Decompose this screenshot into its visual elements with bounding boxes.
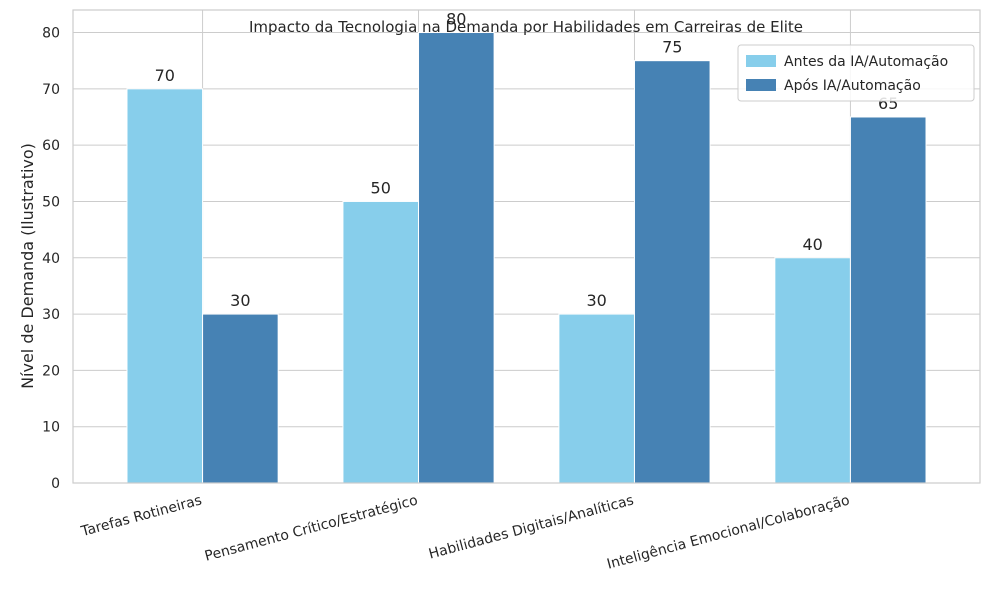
legend-swatch xyxy=(746,55,776,67)
bar-value-label: 30 xyxy=(230,291,250,310)
y-tick-label: 0 xyxy=(51,476,60,492)
bar xyxy=(633,60,711,484)
legend-entry: Após IA/Automação xyxy=(784,78,921,94)
plot-frame xyxy=(72,9,981,484)
bar xyxy=(558,313,635,484)
y-tick-label: 70 xyxy=(42,82,60,98)
bar xyxy=(418,32,495,484)
x-axis-ticks: Tarefas Rotineiras Pensamento Crítico/Est… xyxy=(79,492,852,572)
y-tick-label: 60 xyxy=(42,138,60,154)
x-tick-label: Habilidades Digitais/Analíticas xyxy=(427,492,635,562)
bar xyxy=(342,200,420,484)
y-tick-label: 50 xyxy=(42,194,60,210)
bar xyxy=(202,313,279,484)
bar-value-label: 70 xyxy=(155,66,175,85)
x-tick-label: Inteligência Emocional/Colaboração xyxy=(605,492,851,572)
bars xyxy=(126,32,927,484)
y-tick-label: 80 xyxy=(42,26,60,42)
bar-value-label: 30 xyxy=(587,291,607,310)
bar-value-label: 80 xyxy=(446,10,466,29)
bar xyxy=(849,116,927,484)
bar-value-label: 50 xyxy=(371,178,391,197)
y-tick-label: 30 xyxy=(42,307,60,323)
bar-value-label: 75 xyxy=(662,38,682,57)
bar-value-label: 40 xyxy=(802,235,822,254)
y-axis-label: Nível de Demanda (Ilustrativo) xyxy=(18,143,37,389)
bar xyxy=(774,257,851,484)
x-tick-label: Tarefas Rotineiras xyxy=(79,492,204,540)
legend-entry: Antes da IA/Automação xyxy=(784,54,948,70)
y-axis-ticks: 0 10 20 30 40 50 60 70 80 xyxy=(42,26,60,492)
legend: Antes da IA/Automação Após IA/Automação xyxy=(737,44,975,102)
bar xyxy=(126,88,204,484)
legend-box xyxy=(737,44,975,102)
chart-title: Impacto da Tecnologia na Demanda por Hab… xyxy=(249,18,803,36)
y-tick-label: 20 xyxy=(42,363,60,379)
x-tick-label: Pensamento Crítico/Estratégico xyxy=(203,492,419,564)
y-tick-label: 40 xyxy=(42,251,60,267)
legend-swatch xyxy=(746,79,776,91)
y-tick-label: 10 xyxy=(42,420,60,436)
